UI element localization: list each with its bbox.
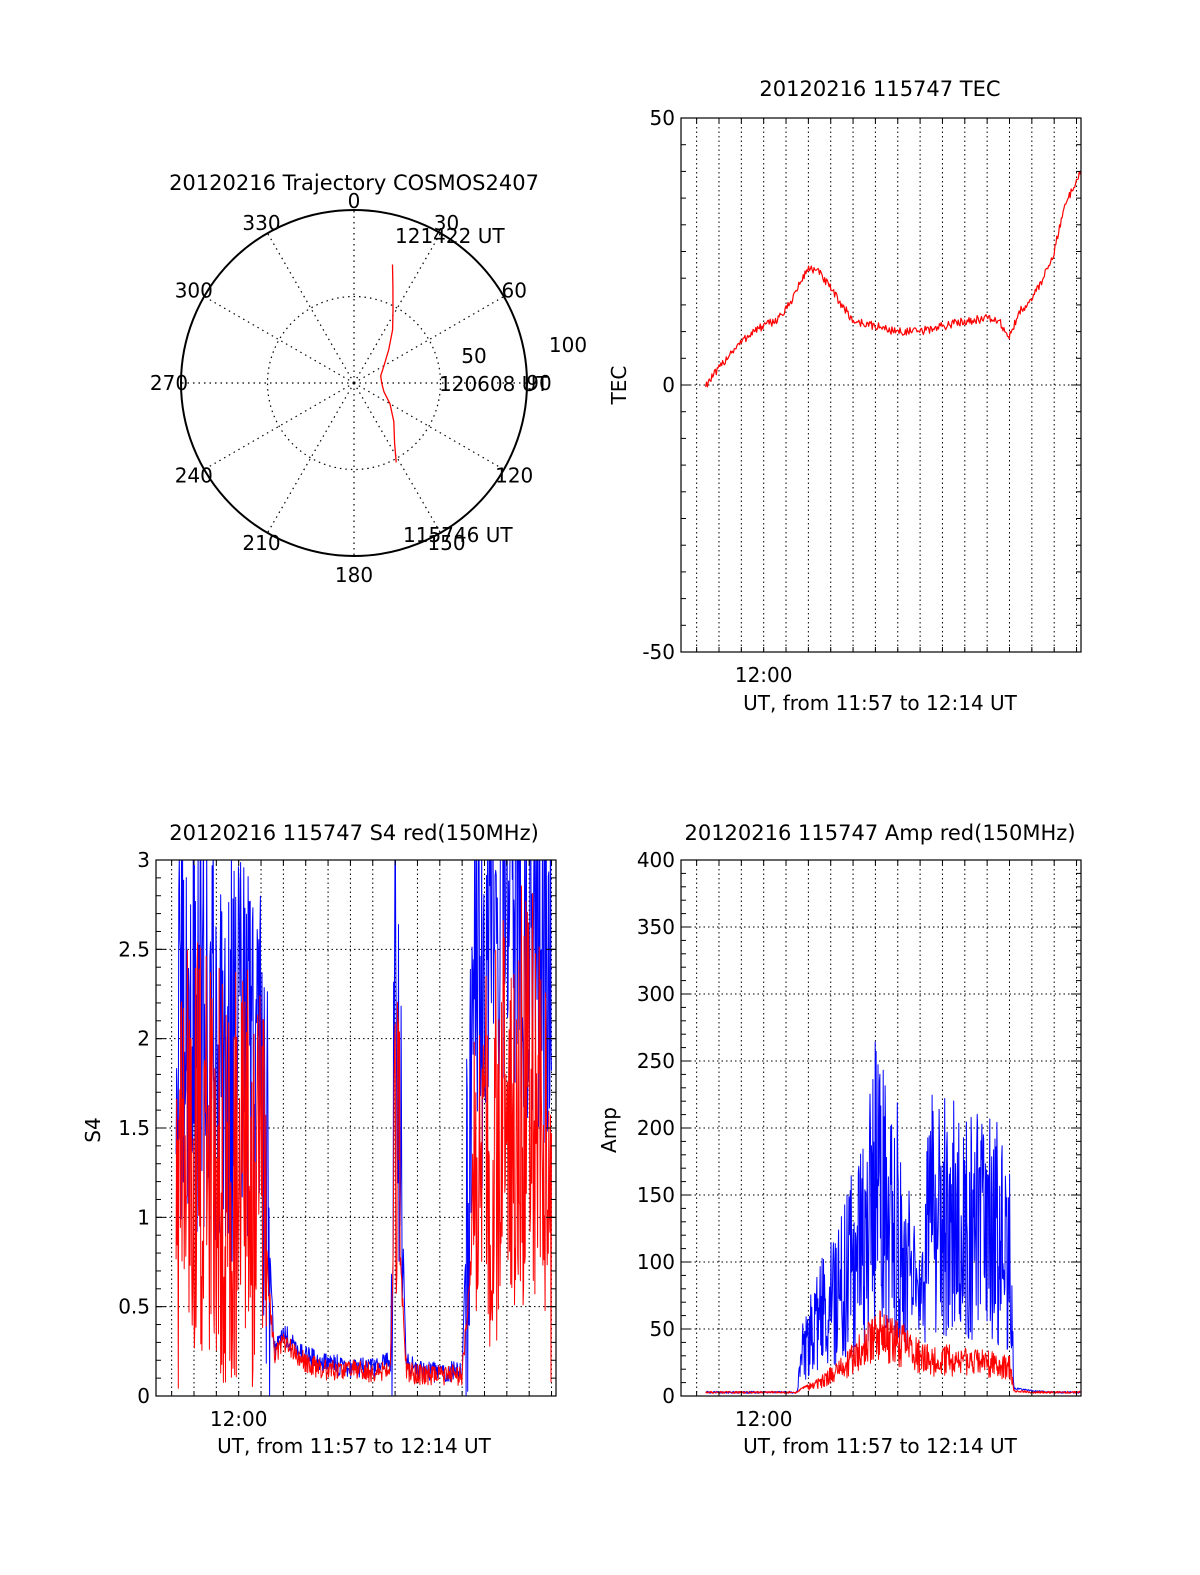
polar-spoke <box>266 382 355 534</box>
azimuth-label: 330 <box>242 211 280 235</box>
azimuth-label: 90 <box>526 371 551 395</box>
y-tick-label: 3 <box>137 848 150 872</box>
tec-panel: 20120216 115747 TEC UT, from 11:57 to 12… <box>607 77 1082 715</box>
y-tick-label: 150 <box>637 1183 675 1207</box>
y-tick-label: 400 <box>637 848 675 872</box>
tec-xlabel: UT, from 11:57 to 12:14 UT <box>743 691 1018 715</box>
y-tick-label: -50 <box>642 640 675 664</box>
y-tick-label: 1 <box>137 1205 150 1229</box>
trajectory-panel: 20120216 Trajectory COSMOS2407 030609012… <box>150 171 587 587</box>
y-tick-label: 50 <box>650 1317 675 1341</box>
s4-ylabel: S4 <box>81 1117 105 1142</box>
azimuth-label: 120 <box>495 464 533 488</box>
trajectory-title: 20120216 Trajectory COSMOS2407 <box>169 171 539 195</box>
y-tick-label: 50 <box>650 106 675 130</box>
y-tick-label: 0.5 <box>118 1295 150 1319</box>
polar-outer-circle <box>180 209 528 557</box>
azimuth-label: 240 <box>175 464 213 488</box>
tec-title: 20120216 115747 TEC <box>759 77 1000 101</box>
plot-series-group <box>175 860 552 1396</box>
y-tick-label: 100 <box>637 1250 675 1274</box>
amp-panel: 20120216 115747 Amp red(150MHz) UT, from… <box>597 821 1082 1458</box>
x-tick-label: 12:00 <box>735 663 793 687</box>
s4-xlabel: UT, from 11:57 to 12:14 UT <box>217 1434 492 1458</box>
y-tick-label: 200 <box>637 1116 675 1140</box>
y-tick-label: 0 <box>662 373 675 397</box>
radial-label: 100 <box>549 333 587 357</box>
y-tick-label: 0 <box>137 1384 150 1408</box>
polar-spoke <box>353 382 442 534</box>
azimuth-label: 270 <box>150 371 188 395</box>
polar-inner-circle <box>266 295 442 471</box>
y-tick-label: 2 <box>137 1027 150 1051</box>
tec-ylabel: TEC <box>607 366 631 406</box>
amp-ylabel: Amp <box>597 1107 621 1153</box>
y-tick-label: 2.5 <box>118 937 150 961</box>
s4-panel: 20120216 115747 S4 red(150MHz) UT, from … <box>81 821 557 1458</box>
x-tick-label: 12:00 <box>210 1407 268 1431</box>
azimuth-label: 180 <box>335 563 373 587</box>
trajectory-annotation: 120608 UT <box>439 372 549 396</box>
azimuth-label: 150 <box>427 531 465 555</box>
plot-frame <box>680 117 1082 653</box>
plot-series-group <box>705 170 1081 388</box>
y-tick-label: 250 <box>637 1049 675 1073</box>
s4-title: 20120216 115747 S4 red(150MHz) <box>169 821 539 845</box>
polar-spoke <box>203 295 355 384</box>
azimuth-label: 60 <box>501 279 526 303</box>
y-tick-label: 1.5 <box>118 1116 150 1140</box>
polar-spoke <box>266 232 355 384</box>
azimuth-label: 0 <box>348 189 361 213</box>
series-line-red <box>705 170 1081 388</box>
y-tick-label: 300 <box>637 982 675 1006</box>
y-tick-label: 0 <box>662 1384 675 1408</box>
trajectory-annotation: 121422 UT <box>395 224 505 248</box>
polar-spoke <box>353 382 505 471</box>
plot-series-group <box>705 1041 1081 1394</box>
polar-spoke <box>353 232 442 384</box>
azimuth-label: 210 <box>242 531 280 555</box>
plot-frame <box>680 859 1082 1397</box>
series-line-red <box>705 1310 1081 1394</box>
series-line-red <box>175 885 552 1389</box>
x-tick-label: 12:00 <box>735 1407 793 1431</box>
azimuth-label: 300 <box>175 279 213 303</box>
plot-frame <box>155 859 557 1397</box>
polar-spoke <box>203 382 355 471</box>
radial-label: 50 <box>461 344 486 368</box>
amp-title: 20120216 115747 Amp red(150MHz) <box>684 821 1075 845</box>
y-tick-label: 350 <box>637 915 675 939</box>
amp-xlabel: UT, from 11:57 to 12:14 UT <box>743 1434 1018 1458</box>
polar-spoke <box>353 295 505 384</box>
trajectory-annotation: 115746 UT <box>403 523 513 547</box>
trajectory-line <box>380 264 397 463</box>
azimuth-label: 30 <box>434 211 459 235</box>
